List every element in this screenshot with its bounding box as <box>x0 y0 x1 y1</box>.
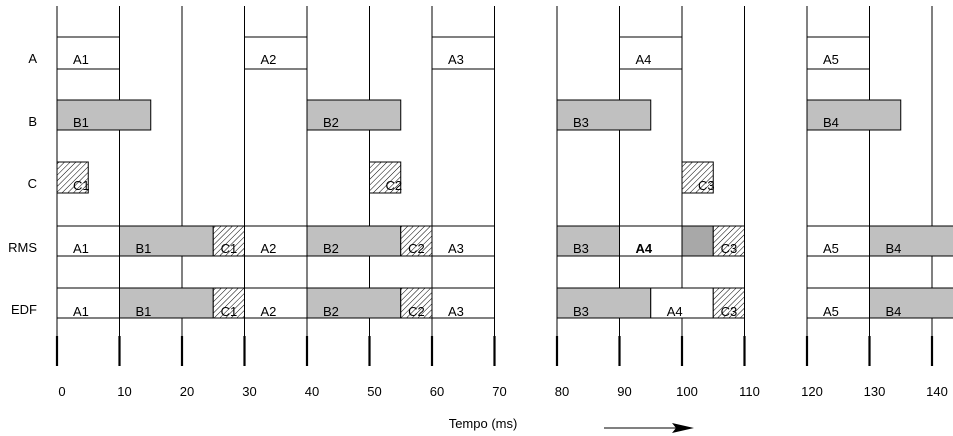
schedule-edf-segment <box>244 287 308 319</box>
schedule-rows: A1 B1 C1 A2 B2 C2 A3 B3 A4 C3 A5 B4 A1 B1 C1 A2 B2 C2 A3 B3… <box>56 225 953 319</box>
tick-label: 0 <box>58 384 65 399</box>
schedule-edf-segment <box>119 287 214 319</box>
tick-label: 140 <box>926 384 948 399</box>
schedule-label: A4 <box>667 304 683 319</box>
tick-label: 20 <box>180 384 194 399</box>
schedule-label: A1 <box>73 304 89 319</box>
schedule-edf-segment <box>56 287 120 319</box>
schedule-label: A4 <box>636 241 653 256</box>
schedule-edf-segment <box>400 287 433 319</box>
schedule-label: C3 <box>721 241 738 256</box>
schedule-label: A3 <box>448 304 464 319</box>
tick-label: 30 <box>242 384 256 399</box>
task-label: B4 <box>823 115 839 130</box>
schedule-label: A5 <box>823 241 839 256</box>
schedule-rms-segment <box>306 225 402 257</box>
task-b-block <box>56 99 152 131</box>
schedule-edf-segment <box>556 287 652 319</box>
schedule-rms-segment <box>431 225 495 257</box>
schedule-label: C2 <box>408 241 425 256</box>
schedule-label: B2 <box>323 241 339 256</box>
schedule-label: B1 <box>136 241 152 256</box>
tick-label: 40 <box>305 384 319 399</box>
schedule-label: A1 <box>73 241 89 256</box>
schedule-edf-segment <box>431 287 495 319</box>
schedule-rms-segment <box>556 225 620 257</box>
task-label: C2 <box>386 178 403 193</box>
schedule-label: B3 <box>573 304 589 319</box>
schedule-rms-segment <box>681 225 714 257</box>
task-label: B3 <box>573 115 589 130</box>
axis-title: Tempo (ms) <box>449 416 518 431</box>
tick-label: 120 <box>801 384 823 399</box>
tick-label: 100 <box>676 384 698 399</box>
task-b-block <box>556 99 652 131</box>
schedule-edf-segment <box>306 287 402 319</box>
schedule-label: C1 <box>221 241 238 256</box>
row-label: C <box>28 176 37 191</box>
schedule-label: C1 <box>221 304 238 319</box>
axis-tick-labels: 0 10 20 30 40 50 60 70 80 90 100 110 120 130 140 <box>58 384 947 399</box>
task-label: C3 <box>698 178 715 193</box>
schedule-rms-segment <box>119 225 214 257</box>
task-label: A3 <box>448 52 464 67</box>
schedule-edf-segment <box>712 287 745 319</box>
tick-label: 110 <box>739 384 760 399</box>
task-label: B1 <box>73 115 89 130</box>
row-labels: A B C RMS EDF <box>8 51 37 317</box>
row-label: A <box>28 51 37 66</box>
task-c-block <box>681 161 714 194</box>
schedule-edf-segment <box>869 287 953 319</box>
tick-label: 10 <box>117 384 131 399</box>
row-label: EDF <box>11 302 37 317</box>
task-a-block <box>619 36 683 70</box>
arrow-right-icon <box>604 423 694 433</box>
schedule-label: C3 <box>721 304 738 319</box>
task-label: A4 <box>636 52 652 67</box>
schedule-label: A2 <box>261 241 277 256</box>
schedule-label: A2 <box>261 304 277 319</box>
task-label: A5 <box>823 52 839 67</box>
task-label: B2 <box>323 115 339 130</box>
task-label: A1 <box>73 52 89 67</box>
schedule-label: B1 <box>136 304 152 319</box>
task-a-block <box>244 36 308 70</box>
tick-label: 50 <box>367 384 381 399</box>
schedule-label: B4 <box>886 241 902 256</box>
task-a-block <box>806 36 870 70</box>
tick-label: 130 <box>864 384 886 399</box>
row-label: B <box>28 114 37 129</box>
schedule-rms-segment <box>712 225 745 257</box>
schedule-label: B3 <box>573 241 589 256</box>
schedule-label: A3 <box>448 241 464 256</box>
task-c-block <box>56 161 89 194</box>
row-label: RMS <box>8 240 37 255</box>
tick-label: 90 <box>617 384 631 399</box>
schedule-label: B2 <box>323 304 339 319</box>
task-b-block <box>806 99 902 131</box>
task-label: C1 <box>73 178 90 193</box>
task-activation-rows: A1 A2 A3 A4 A5 B1 B2 B3 B4 C1 C2 C3 <box>56 36 902 194</box>
tick-label: 80 <box>555 384 569 399</box>
schedule-edf-segment <box>650 287 714 319</box>
schedule-rms-segment <box>400 225 433 257</box>
schedule-rms-segment <box>869 225 953 257</box>
tick-label: 70 <box>492 384 506 399</box>
task-b-block <box>306 99 402 131</box>
task-a-block <box>56 36 120 70</box>
schedule-label: C2 <box>408 304 425 319</box>
schedule-rms-segment <box>619 225 683 257</box>
tick-label: 60 <box>430 384 444 399</box>
schedule-label: B4 <box>886 304 902 319</box>
task-label: A2 <box>261 52 277 67</box>
task-c-block <box>369 161 402 194</box>
task-a-block <box>431 36 495 70</box>
schedule-edf-segment <box>212 287 245 319</box>
schedule-label: A5 <box>823 304 839 319</box>
